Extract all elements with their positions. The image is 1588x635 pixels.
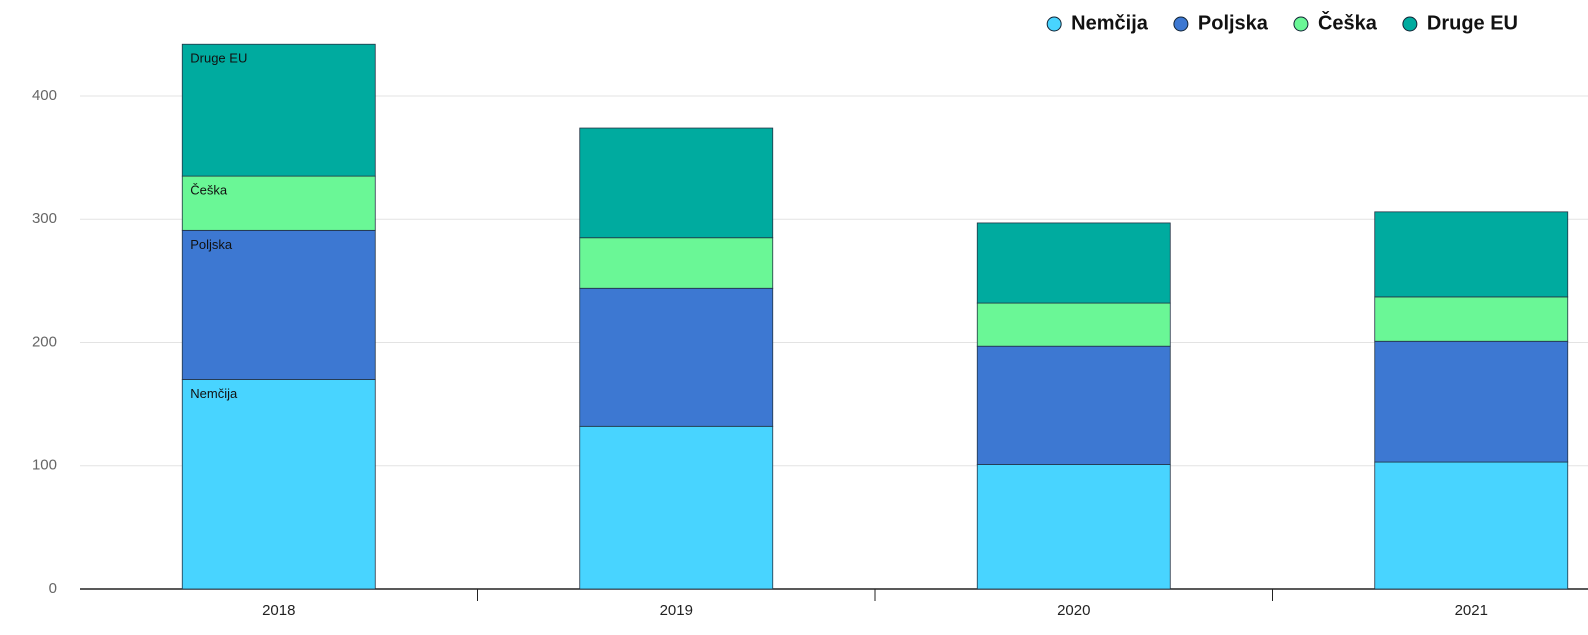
bar-segment: [1374, 461, 1569, 590]
segment-label: Poljska: [190, 237, 233, 252]
bar-segment: [976, 302, 1171, 347]
segment-label: Druge EU: [190, 51, 247, 66]
legend-label: Druge EU: [1427, 12, 1518, 34]
legend-label: Nemčija: [1071, 12, 1149, 34]
segment-label: Nemčija: [190, 386, 238, 401]
bar-segment: [1374, 211, 1569, 298]
legend-swatch: [1402, 16, 1418, 32]
bar-segment: [976, 222, 1171, 304]
legend-swatch: [1293, 16, 1309, 32]
y-tick-label: 400: [32, 87, 57, 104]
bar-segment: [181, 175, 376, 231]
y-tick-label: 0: [49, 580, 57, 597]
segment-label: Češka: [190, 183, 228, 198]
x-tick-label: 2021: [1455, 602, 1488, 619]
y-tick-label: 300: [32, 210, 57, 227]
legend-swatch: [1046, 16, 1062, 32]
legend-label: Poljska: [1198, 12, 1269, 34]
legend-swatch: [1173, 16, 1189, 32]
bar-segment: [1374, 340, 1569, 463]
x-tick-label: 2019: [660, 602, 693, 619]
bar-segment: [976, 464, 1171, 590]
bar-segment: [181, 43, 376, 177]
legend-label: Češka: [1318, 10, 1378, 34]
bar-segment: [579, 127, 774, 239]
x-tick-label: 2018: [262, 602, 295, 619]
bar-segment: [181, 379, 376, 590]
y-tick-label: 200: [32, 333, 57, 350]
y-tick-label: 100: [32, 457, 57, 474]
bar-segment: [579, 287, 774, 427]
bar-segment: [181, 229, 376, 380]
bar-segment: [976, 345, 1171, 465]
bar-segment: [579, 425, 774, 590]
bar-segment: [1374, 296, 1569, 342]
x-tick-label: 2020: [1057, 602, 1090, 619]
bar-segment: [579, 237, 774, 289]
